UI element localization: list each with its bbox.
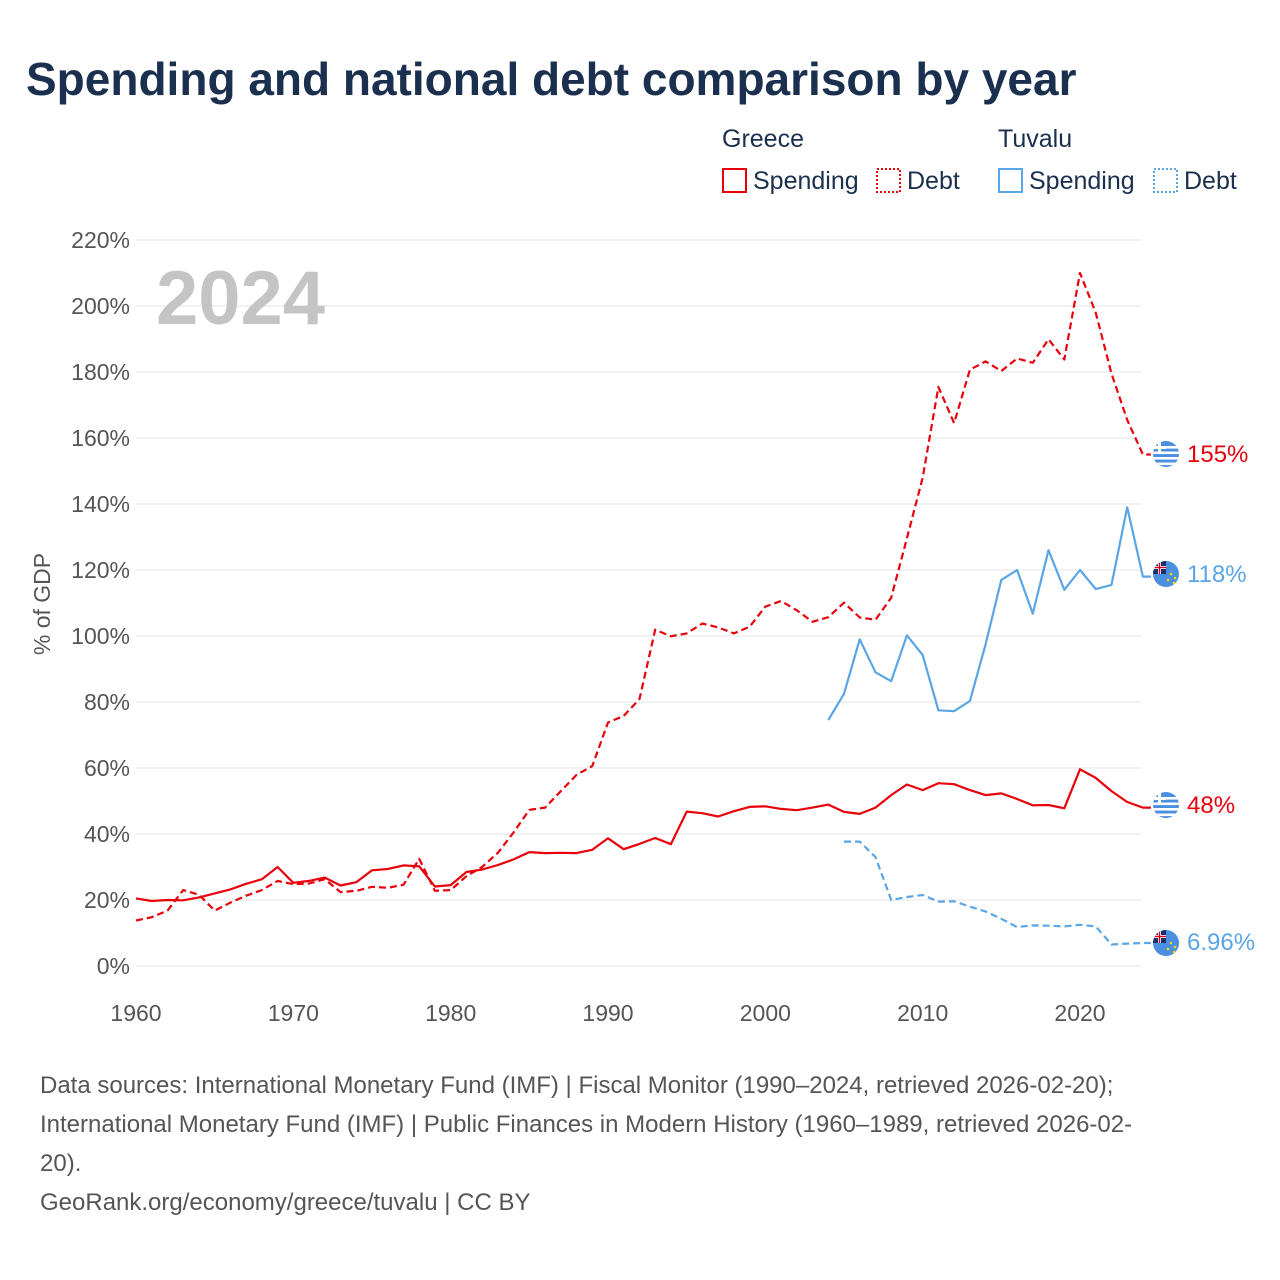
y-tick-label: 100% (71, 623, 130, 649)
y-tick-label: 0% (97, 953, 130, 979)
source-line-2: International Monetary Fund (IMF) | Publ… (40, 1111, 1132, 1138)
legend-group-greece: Greece (722, 125, 804, 153)
legend-swatch-greece-spending (722, 168, 747, 193)
y-tick-label: 160% (71, 425, 130, 451)
y-tick-label: 60% (84, 755, 130, 781)
end-label-greece-spending: 48% (1187, 792, 1235, 819)
x-tick-label: 2000 (740, 1000, 791, 1026)
y-tick-label: 20% (84, 887, 130, 913)
legend-item-greece-spending[interactable]: Spending (753, 167, 859, 195)
source-line-1: Data sources: International Monetary Fun… (40, 1072, 1113, 1099)
x-tick-label: 1990 (582, 1000, 633, 1026)
end-label-greece-debt: 155% (1187, 441, 1248, 468)
grid (136, 239, 1141, 967)
y-tick-label: 40% (84, 821, 130, 847)
source-attribution-link[interactable]: GeoRank.org/economy/greece/tuvalu | CC B… (40, 1189, 530, 1216)
y-tick-label: 180% (71, 359, 130, 385)
legend-swatch-tuvalu-debt (1153, 168, 1178, 193)
y-axis-ticks: 0% 20% 40% 60% 80% 100% 120% 140% 160% 180% 200% 22… (71, 227, 130, 979)
legend-swatch-greece-debt (876, 168, 901, 193)
series-line-tuvalu-spending[interactable] (827, 506, 1151, 721)
legend: Greece Tuvalu Spending Debt Spending Deb… (722, 125, 1237, 195)
series-line-greece-debt[interactable] (135, 271, 1151, 922)
flag-greece-spending (1153, 792, 1179, 818)
flag-tuvalu-spending (1153, 561, 1179, 587)
flag-tuvalu-debt (1153, 930, 1179, 956)
x-tick-label: 1970 (268, 1000, 319, 1026)
chart-title: Spending and national debt comparison by… (26, 53, 1077, 105)
x-tick-label: 1980 (425, 1000, 476, 1026)
legend-item-greece-debt[interactable]: Debt (907, 167, 960, 195)
x-tick-label: 2020 (1054, 1000, 1105, 1026)
end-label-tuvalu-spending: 118% (1187, 561, 1247, 588)
legend-swatch-tuvalu-spending (998, 168, 1023, 193)
legend-item-tuvalu-spending[interactable]: Spending (1029, 167, 1135, 195)
y-tick-label: 140% (71, 491, 130, 517)
year-display: 2024 (156, 256, 325, 341)
series-line-tuvalu-debt[interactable] (844, 840, 1151, 946)
series-line-greece-spending[interactable] (135, 768, 1151, 903)
series (135, 271, 1151, 946)
x-tick-label: 2010 (897, 1000, 948, 1026)
y-tick-label: 120% (71, 557, 130, 583)
y-tick-label: 220% (71, 227, 130, 253)
end-label-tuvalu-debt: 6.96% (1187, 929, 1255, 956)
x-tick-label: 1960 (110, 1000, 161, 1026)
source-line-3: 20). (40, 1150, 81, 1177)
y-tick-label: 200% (71, 293, 130, 319)
y-axis-label: % of GDP (29, 553, 55, 655)
legend-item-tuvalu-debt[interactable]: Debt (1184, 167, 1237, 195)
y-tick-label: 80% (84, 689, 130, 715)
flag-greece-debt (1153, 441, 1179, 467)
x-axis-ticks: 1960 1970 1980 1990 2000 2010 2020 (110, 1000, 1105, 1026)
legend-group-tuvalu: Tuvalu (998, 125, 1072, 153)
